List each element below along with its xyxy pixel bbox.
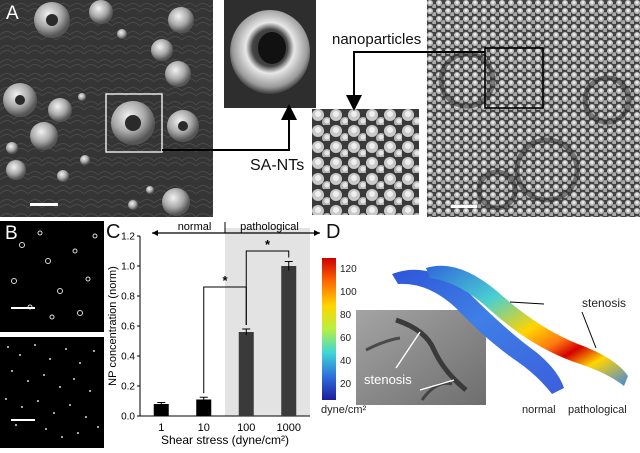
fluorescence-image-bottom <box>0 337 104 448</box>
colorbar <box>322 258 336 400</box>
sem-image-nanoparticle-surface <box>427 0 640 217</box>
arrow-head <box>152 230 158 236</box>
x-tick-label: 100 <box>237 422 255 434</box>
fluorescence-image-top: B <box>0 221 104 332</box>
angio-stenosis-label: stenosis <box>364 372 412 387</box>
region-label-normal: normal <box>178 221 212 233</box>
sem-image-nanoparticles-zoom <box>312 109 419 215</box>
colorbar-tick: 60 <box>340 333 352 344</box>
fluorescence-top-dots <box>11 230 98 320</box>
model-label-pathological: pathological <box>568 404 627 416</box>
arrow-head <box>314 230 320 236</box>
zoom-box-surface <box>484 47 544 109</box>
x-tick-label: 1 <box>158 422 164 434</box>
colorbar-tick: 40 <box>340 356 352 367</box>
model-label-normal: normal <box>522 404 556 416</box>
model-stenosis-label: stenosis <box>582 296 627 310</box>
stenosis-pointer-1 <box>509 301 545 305</box>
np-concentration-bar-chart: 0.0 0.2 0.4 0.6 0.8 1.0 1.2 1 10 100 1000 * * norm… <box>107 221 320 447</box>
stenosis-pointer-2 <box>581 311 597 349</box>
sem-single-texture <box>224 0 316 108</box>
y-tick-label: 1.2 <box>121 232 135 243</box>
label-sa-nts: SA-NTs <box>250 157 305 174</box>
zoom-box-a <box>105 93 163 153</box>
y-tick-label: 0.6 <box>121 322 135 333</box>
vessel-models <box>392 265 628 394</box>
scale-bar-b-top <box>11 307 35 309</box>
y-tick-label: 0.8 <box>121 292 135 303</box>
scale-bar-surface <box>451 205 477 208</box>
arrow-to-nanoparticles <box>346 51 427 111</box>
colorbar-tick: 80 <box>340 310 352 321</box>
significance-star: * <box>265 237 271 252</box>
y-tick-label: 0.4 <box>121 352 135 363</box>
panel-label-b: B <box>5 223 18 244</box>
y-tick-label: 0.0 <box>121 412 135 423</box>
bar <box>153 404 169 416</box>
pathological-region-shade <box>225 228 310 416</box>
vessel-normal <box>392 269 564 394</box>
x-axis-label: Shear stress (dyne/cm²) <box>161 433 289 447</box>
scale-bar-b-bottom <box>11 419 35 421</box>
bar <box>196 399 212 416</box>
sem-image-single-sa-nt <box>224 0 316 108</box>
bar <box>238 332 254 416</box>
significance-bracket <box>245 250 290 325</box>
colorbar-ticks: 120 100 80 60 40 20 <box>338 258 368 400</box>
panel-label-c: C <box>106 221 121 243</box>
region-label-pathological: pathological <box>240 221 299 233</box>
sem-overview-texture <box>0 0 213 217</box>
label-nanoparticles: nanoparticles <box>330 31 424 48</box>
colorbar-tick: 120 <box>340 264 357 275</box>
panel-label-a: A <box>6 3 19 24</box>
sem-image-sa-nts-overview: A <box>0 0 213 217</box>
arrow-to-single-sa-nt <box>162 104 297 151</box>
colorbar-unit: dyne/cm² <box>321 404 367 416</box>
x-tick-label: 10 <box>198 422 210 434</box>
panel-label-d: D <box>326 221 341 243</box>
sem-nanoparticles-zoom-texture <box>312 109 419 215</box>
y-tick-label: 0.2 <box>121 382 135 393</box>
y-axis-label: NP concentration (norm) <box>107 266 119 386</box>
angiography-image: stenosis <box>356 310 486 405</box>
angiography-texture <box>356 310 486 405</box>
sem-surface-texture <box>427 0 640 217</box>
significance-star: * <box>222 273 228 288</box>
scale-bar-a <box>30 203 58 206</box>
colorbar-tick: 100 <box>340 287 357 298</box>
bar <box>281 266 297 416</box>
fluorescence-bottom-dots <box>5 344 99 438</box>
y-tick-label: 1.0 <box>121 262 135 273</box>
vessel-pathological <box>426 265 628 386</box>
x-tick-label: 1000 <box>277 422 301 434</box>
colorbar-tick: 20 <box>340 379 352 390</box>
